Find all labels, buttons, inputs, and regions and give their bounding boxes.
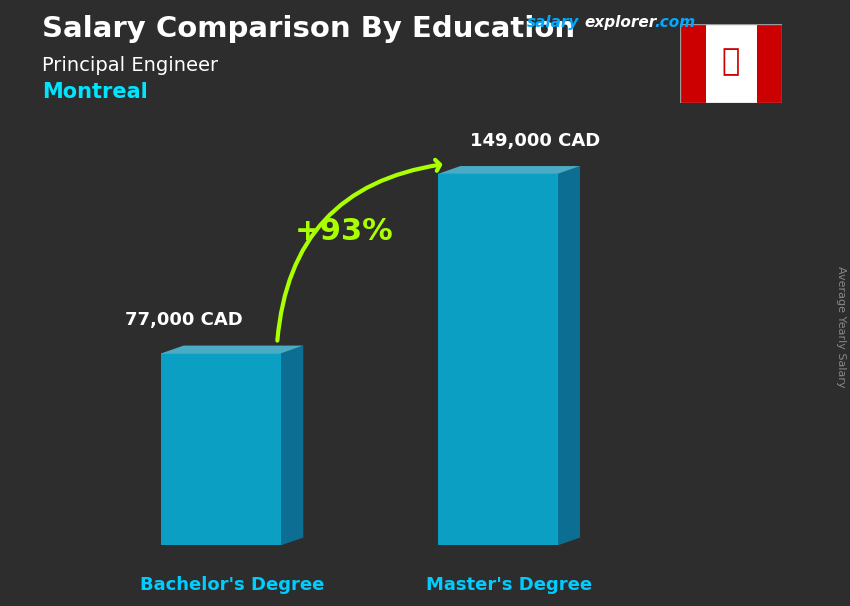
- Text: Bachelor's Degree: Bachelor's Degree: [140, 576, 325, 594]
- Bar: [706, 24, 756, 103]
- Text: Master's Degree: Master's Degree: [426, 576, 592, 594]
- Text: Principal Engineer: Principal Engineer: [42, 56, 218, 75]
- Polygon shape: [162, 345, 303, 353]
- Polygon shape: [558, 166, 580, 545]
- Polygon shape: [438, 174, 558, 545]
- Bar: [680, 24, 705, 103]
- Text: explorer: explorer: [585, 15, 657, 30]
- Text: 🍁: 🍁: [722, 47, 740, 76]
- Polygon shape: [162, 353, 280, 545]
- Bar: [756, 24, 782, 103]
- Text: 77,000 CAD: 77,000 CAD: [125, 311, 242, 330]
- Text: +93%: +93%: [295, 217, 394, 246]
- Text: Salary Comparison By Education: Salary Comparison By Education: [42, 15, 575, 43]
- Text: 149,000 CAD: 149,000 CAD: [470, 132, 600, 150]
- Polygon shape: [280, 345, 303, 545]
- Text: .com: .com: [654, 15, 695, 30]
- Text: Montreal: Montreal: [42, 82, 148, 102]
- Text: Average Yearly Salary: Average Yearly Salary: [836, 267, 846, 388]
- Text: salary: salary: [527, 15, 580, 30]
- Polygon shape: [438, 166, 580, 174]
